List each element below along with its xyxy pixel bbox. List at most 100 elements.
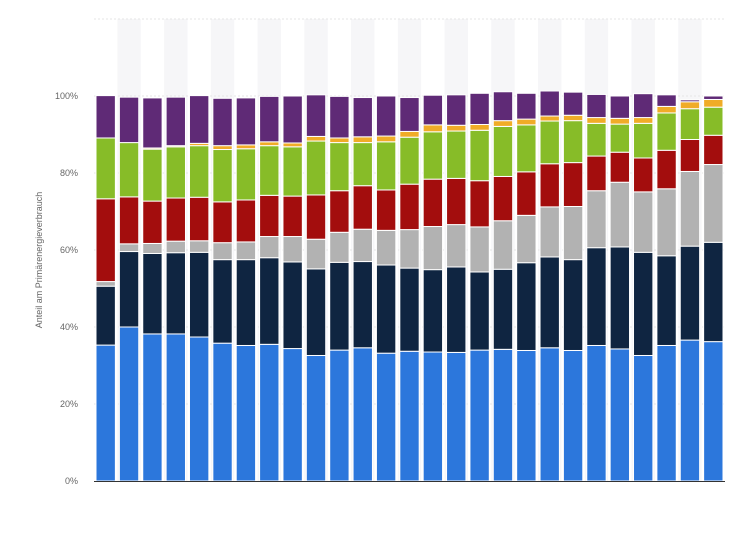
bar-segment-series-7[interactable]: [95, 95, 116, 139]
bar-segment-series-1[interactable]: [352, 347, 373, 482]
bar-segment-series-2[interactable]: [118, 251, 140, 328]
bar-segment-series-7[interactable]: [422, 94, 444, 126]
bar-segment-series-5[interactable]: [282, 146, 303, 197]
bar-segment-series-7[interactable]: [656, 94, 677, 107]
bar-segment-series-3[interactable]: [235, 241, 257, 261]
bar-segment-series-4[interactable]: [586, 155, 607, 192]
bar-segment-series-3[interactable]: [212, 242, 233, 261]
bar-segment-series-4[interactable]: [633, 157, 654, 193]
bar-segment-series-7[interactable]: [586, 93, 607, 119]
bar-segment-series-7[interactable]: [375, 95, 397, 137]
bar-segment-series-4[interactable]: [446, 177, 467, 226]
bar-segment-series-5[interactable]: [305, 140, 327, 196]
bar-segment-series-4[interactable]: [562, 162, 584, 207]
bar-segment-series-3[interactable]: [422, 226, 444, 271]
bar-segment-series-2[interactable]: [142, 252, 163, 335]
bar-segment-series-3[interactable]: [703, 164, 724, 243]
bar-segment-series-1[interactable]: [282, 348, 303, 482]
bar-segment-series-6[interactable]: [679, 101, 701, 110]
bar-segment-series-4[interactable]: [516, 171, 537, 216]
bar-segment-series-4[interactable]: [188, 196, 210, 242]
bar-segment-series-3[interactable]: [656, 188, 677, 257]
bar-segment-series-5[interactable]: [633, 122, 654, 159]
bar-segment-series-5[interactable]: [562, 120, 584, 164]
bar-segment-series-1[interactable]: [609, 348, 631, 482]
bar-segment-series-6[interactable]: [212, 145, 233, 151]
bar-segment-series-7[interactable]: [516, 92, 537, 120]
bar-segment-series-2[interactable]: [235, 259, 257, 346]
bar-segment-series-1[interactable]: [422, 351, 444, 482]
bar-segment-series-4[interactable]: [352, 185, 373, 230]
bar-segment-series-3[interactable]: [259, 236, 280, 259]
bar-segment-series-2[interactable]: [703, 241, 724, 343]
bar-segment-series-7[interactable]: [259, 95, 280, 143]
bar-segment-series-5[interactable]: [142, 148, 163, 202]
bar-segment-series-3[interactable]: [679, 170, 701, 247]
bar-segment-series-7[interactable]: [235, 97, 257, 146]
bar-segment-series-3[interactable]: [516, 214, 537, 264]
bar-segment-series-1[interactable]: [259, 343, 280, 482]
bar-segment-series-4[interactable]: [142, 200, 163, 244]
bar-segment-series-2[interactable]: [212, 259, 233, 344]
bar-segment-series-6[interactable]: [656, 105, 677, 114]
bar-segment-series-5[interactable]: [95, 137, 116, 200]
bar-segment-series-5[interactable]: [188, 145, 210, 198]
bar-segment-series-7[interactable]: [142, 97, 163, 149]
bar-segment-series-5[interactable]: [352, 142, 373, 187]
bar-segment-series-4[interactable]: [329, 190, 350, 233]
bar-segment-series-1[interactable]: [562, 349, 584, 482]
bar-segment-series-6[interactable]: [259, 141, 280, 147]
bar-segment-series-4[interactable]: [422, 178, 444, 228]
bar-segment-series-7[interactable]: [305, 94, 327, 137]
bar-segment-series-4[interactable]: [609, 151, 631, 183]
bar-segment-series-4[interactable]: [212, 201, 233, 244]
bar-segment-series-2[interactable]: [375, 264, 397, 354]
bar-segment-series-4[interactable]: [539, 163, 560, 208]
bar-segment-series-2[interactable]: [633, 251, 654, 356]
bar-segment-series-7[interactable]: [492, 91, 514, 122]
bar-segment-series-7[interactable]: [679, 99, 701, 103]
bar-segment-series-5[interactable]: [329, 142, 350, 192]
bar-segment-series-3[interactable]: [329, 231, 350, 263]
bar-segment-series-3[interactable]: [399, 229, 420, 269]
bar-segment-series-5[interactable]: [539, 120, 560, 165]
bar-segment-series-3[interactable]: [352, 228, 373, 263]
bar-segment-series-6[interactable]: [422, 124, 444, 133]
bar-segment-series-6[interactable]: [562, 114, 584, 122]
bar-segment-series-1[interactable]: [118, 326, 140, 482]
bar-segment-series-3[interactable]: [95, 281, 116, 287]
bar-segment-series-7[interactable]: [329, 95, 350, 139]
bar-segment-series-3[interactable]: [305, 238, 327, 270]
bar-segment-series-1[interactable]: [188, 336, 210, 482]
bar-segment-series-6[interactable]: [399, 130, 420, 138]
bar-segment-series-2[interactable]: [165, 252, 186, 335]
bar-segment-series-1[interactable]: [212, 342, 233, 482]
bar-segment-series-3[interactable]: [165, 240, 186, 254]
bar-segment-series-3[interactable]: [282, 236, 303, 263]
bar-segment-series-3[interactable]: [469, 226, 490, 273]
bar-segment-series-6[interactable]: [586, 117, 607, 124]
bar-segment-series-2[interactable]: [656, 255, 677, 346]
bar-segment-series-7[interactable]: [562, 91, 584, 116]
bar-segment-series-6[interactable]: [235, 144, 257, 150]
bar-segment-series-3[interactable]: [539, 206, 560, 258]
bar-segment-series-4[interactable]: [259, 194, 280, 238]
bar-segment-series-4[interactable]: [492, 175, 514, 222]
bar-segment-series-2[interactable]: [352, 261, 373, 349]
bar-segment-series-5[interactable]: [422, 131, 444, 180]
bar-segment-series-5[interactable]: [212, 149, 233, 203]
bar-segment-series-7[interactable]: [539, 90, 560, 117]
bar-segment-series-5[interactable]: [703, 106, 724, 136]
bar-segment-series-2[interactable]: [305, 268, 327, 356]
bar-segment-series-2[interactable]: [469, 271, 490, 351]
bar-segment-series-5[interactable]: [469, 129, 490, 182]
bar-segment-series-1[interactable]: [305, 354, 327, 482]
bar-segment-series-3[interactable]: [609, 181, 631, 248]
bar-segment-series-2[interactable]: [329, 261, 350, 351]
bar-segment-series-5[interactable]: [609, 123, 631, 153]
bar-segment-series-7[interactable]: [633, 93, 654, 119]
bar-segment-series-7[interactable]: [212, 97, 233, 147]
bar-segment-series-1[interactable]: [492, 348, 514, 482]
bar-segment-series-2[interactable]: [399, 267, 420, 352]
bar-segment-series-1[interactable]: [656, 344, 677, 482]
